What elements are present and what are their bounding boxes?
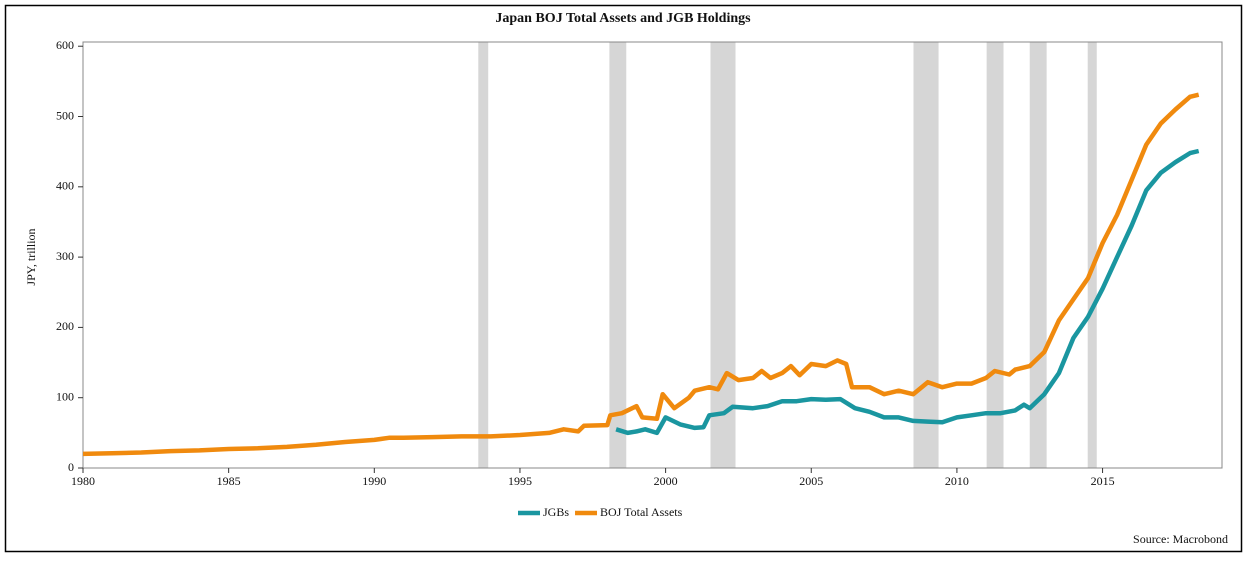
y-tick-label: 200 xyxy=(56,319,74,333)
y-tick-label: 0 xyxy=(68,460,74,474)
x-tick-label: 1990 xyxy=(362,474,386,488)
x-tick-label: 2015 xyxy=(1091,474,1115,488)
shaded-period xyxy=(1087,42,1097,468)
x-tick-label: 1985 xyxy=(217,474,241,488)
series-line xyxy=(615,148,1200,436)
y-tick-label: 300 xyxy=(56,249,74,263)
y-tick-label: 500 xyxy=(56,108,74,122)
x-tick-label: 2010 xyxy=(945,474,969,488)
x-tick-label: 1980 xyxy=(71,474,95,488)
x-tick-label: 1995 xyxy=(508,474,532,488)
shaded-period xyxy=(478,42,489,468)
plot-border xyxy=(82,41,1223,469)
x-tick-label: 2005 xyxy=(799,474,823,488)
chart-title: Japan BOJ Total Assets and JGB Holdings xyxy=(495,11,751,26)
legend-label: BOJ Total Assets xyxy=(600,505,683,519)
y-tick-label: 400 xyxy=(56,179,74,193)
series-line xyxy=(82,92,1200,457)
x-tick-label: 2000 xyxy=(654,474,678,488)
y-tick-label: 600 xyxy=(56,38,74,52)
shaded-period xyxy=(913,42,939,468)
source: Source: Macrobond xyxy=(1133,532,1228,546)
shaded-period xyxy=(609,42,627,468)
shaded-period xyxy=(986,42,1004,468)
legend-label: JGBs xyxy=(543,505,569,519)
frame xyxy=(4,4,1243,553)
y-axis-label: JPY, trillion xyxy=(24,228,38,285)
shaded-period xyxy=(710,42,736,468)
y-tick-label: 100 xyxy=(56,389,74,403)
